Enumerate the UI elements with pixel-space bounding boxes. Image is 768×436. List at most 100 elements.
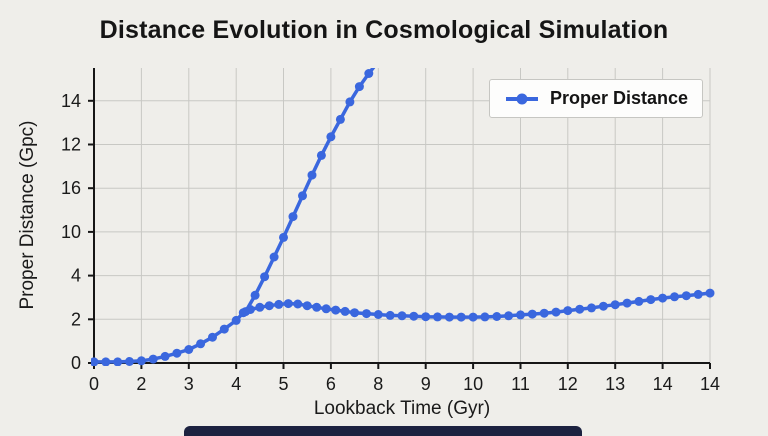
- series-marker: [587, 303, 596, 313]
- series-marker: [658, 293, 668, 303]
- series-marker: [492, 312, 502, 321]
- legend-dot: [516, 93, 528, 104]
- y-tick-label: 4: [71, 266, 81, 286]
- x-axis-title: Lookback Time (Gyr): [313, 398, 491, 419]
- series-marker: [148, 354, 158, 364]
- series-marker: [504, 311, 514, 321]
- series-marker: [160, 351, 170, 361]
- legend: Proper Distance: [489, 79, 704, 118]
- y-tick-label: 14: [61, 91, 81, 111]
- series-marker: [681, 291, 691, 301]
- series-marker: [250, 290, 260, 300]
- series-marker: [646, 295, 656, 305]
- series-marker: [397, 311, 407, 321]
- series-marker: [610, 300, 620, 310]
- series-marker: [288, 212, 298, 222]
- series-marker: [302, 301, 312, 311]
- series-marker: [539, 308, 549, 318]
- y-tick-label: 12: [61, 135, 81, 155]
- series-marker: [456, 312, 466, 322]
- x-tick-label: 14: [653, 374, 673, 394]
- series-marker: [693, 289, 703, 299]
- x-tick-label: 11: [511, 374, 530, 394]
- series-marker: [622, 298, 632, 308]
- y-tick-label: 10: [61, 222, 81, 242]
- series-marker: [444, 312, 454, 322]
- series-marker: [279, 232, 288, 242]
- series-marker: [468, 312, 478, 322]
- series-marker: [345, 97, 355, 107]
- y-tick-label: 0: [71, 353, 81, 373]
- series-marker: [354, 82, 364, 92]
- series-marker: [307, 170, 317, 180]
- legend-label: Proper Distance: [550, 88, 689, 108]
- series-marker: [264, 301, 274, 311]
- series-marker: [598, 301, 608, 311]
- x-tick-label: 9: [421, 374, 431, 394]
- series-marker: [409, 311, 419, 321]
- series-marker: [184, 345, 194, 354]
- series-marker: [374, 57, 383, 66]
- series-marker: [172, 348, 182, 358]
- series-marker: [260, 272, 270, 282]
- series-marker: [433, 312, 442, 322]
- series-marker: [340, 306, 350, 316]
- y-tick-label: 2: [71, 309, 81, 329]
- series-marker: [136, 356, 146, 366]
- series-marker: [335, 114, 345, 124]
- x-tick-label: 8: [373, 374, 383, 394]
- series-marker: [283, 299, 293, 309]
- bottom-bar: [184, 426, 582, 436]
- series-marker: [575, 304, 585, 314]
- chart-title: Distance Evolution in Cosmological Simul…: [99, 16, 669, 44]
- x-tick-label: 14: [700, 374, 720, 394]
- series-marker: [293, 299, 303, 309]
- series-marker: [101, 357, 111, 366]
- series-marker: [480, 312, 490, 322]
- x-tick-label: 12: [558, 374, 578, 394]
- series-marker: [364, 69, 374, 78]
- y-tick-label: 16: [61, 178, 81, 198]
- series-marker: [219, 324, 229, 334]
- series-marker: [527, 309, 537, 319]
- series-marker: [208, 332, 217, 342]
- series-marker: [362, 309, 371, 319]
- series-marker: [269, 252, 279, 262]
- series-marker: [331, 305, 341, 315]
- series-marker: [634, 296, 644, 306]
- x-tick-label: 4: [231, 374, 241, 394]
- series-marker: [274, 299, 284, 309]
- series-marker: [670, 292, 679, 302]
- legend-marker-icon: [506, 93, 538, 104]
- series-marker: [255, 302, 265, 312]
- x-tick-label: 3: [184, 374, 194, 394]
- series-marker: [421, 312, 431, 322]
- x-tick-label: 2: [136, 374, 146, 394]
- series-marker: [551, 307, 561, 317]
- series-marker: [705, 288, 715, 298]
- x-tick-label: 6: [326, 374, 336, 394]
- series-marker: [298, 191, 307, 201]
- series-marker: [326, 132, 336, 142]
- series-marker: [385, 310, 395, 320]
- series-group: [91, 57, 715, 366]
- series-marker: [91, 357, 99, 366]
- series-marker: [350, 308, 360, 318]
- series-marker: [312, 302, 322, 312]
- x-tick-label: 13: [605, 374, 625, 394]
- series-marker: [373, 310, 383, 319]
- series-marker: [125, 357, 134, 366]
- series-marker: [241, 307, 251, 317]
- series-marker: [321, 304, 331, 314]
- series-marker: [113, 357, 123, 366]
- y-axis-title: Proper Distance (Gpc): [17, 120, 38, 310]
- x-tick-label: 0: [89, 374, 99, 394]
- series-marker: [231, 315, 241, 325]
- x-tick-label: 5: [278, 374, 288, 394]
- series-marker: [516, 310, 525, 320]
- series-marker: [196, 339, 206, 349]
- x-tick-label: 10: [463, 374, 483, 394]
- series-marker: [563, 306, 573, 316]
